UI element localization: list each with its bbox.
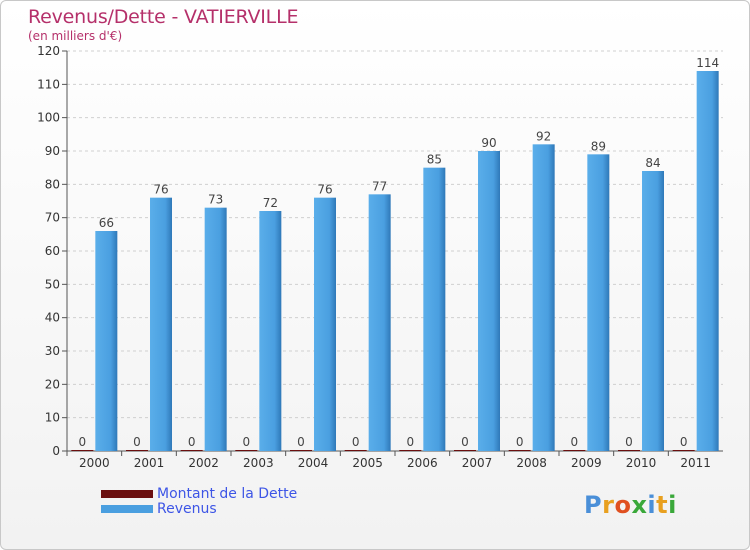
data-label-dette: 0	[133, 435, 141, 449]
bars	[71, 71, 719, 452]
bar-revenus	[532, 144, 555, 452]
chart-subtitle: (en milliers d'€)	[28, 29, 123, 43]
data-label-revenus: 76	[317, 183, 332, 197]
data-label-revenus: 85	[427, 153, 442, 167]
bar-dette	[126, 450, 148, 451]
data-label-revenus: 72	[263, 196, 278, 210]
bar-dette	[235, 450, 258, 451]
data-label-revenus: 73	[208, 193, 223, 207]
x-tick-label: 2008	[516, 456, 547, 470]
bar-dette	[618, 450, 640, 451]
data-label-dette: 0	[571, 435, 579, 449]
bar-revenus	[423, 167, 446, 451]
bar-revenus	[696, 71, 719, 451]
data-label-dette: 0	[461, 435, 469, 449]
bar-dette	[508, 450, 531, 451]
y-tick-label: 90	[45, 144, 60, 158]
legend-swatch-revenus	[101, 505, 153, 513]
y-tick-label: 80	[45, 177, 60, 191]
legend-swatch-dette	[101, 490, 153, 498]
x-tick-label: 2011	[680, 456, 711, 470]
data-label-revenus: 90	[481, 136, 496, 150]
bar-revenus	[478, 151, 500, 451]
data-labels: 0 66 0 76 0 73 0 72 0 76 0 77 0 85 0 90 0 92 0 89 0 84 0 114	[79, 56, 720, 449]
bar-dette	[290, 450, 312, 451]
bar-revenus	[204, 207, 227, 451]
logo-letter: o	[614, 491, 632, 519]
data-label-dette: 0	[680, 435, 688, 449]
data-label-dette: 0	[516, 435, 524, 449]
logo-letter: x	[631, 491, 648, 519]
data-label-revenus: 66	[99, 216, 114, 230]
x-tick-label: 2003	[243, 456, 274, 470]
logo-letter: t	[656, 491, 669, 519]
bar-revenus	[642, 171, 664, 451]
bar-revenus	[314, 197, 336, 451]
data-label-dette: 0	[625, 435, 633, 449]
bar-dette	[399, 450, 422, 451]
x-tick-label: 2005	[352, 456, 383, 470]
data-label-revenus: 84	[645, 156, 660, 170]
data-label-revenus: 89	[591, 139, 606, 153]
data-label-revenus: 76	[153, 183, 168, 197]
y-tick-label: 70	[45, 211, 60, 225]
x-tick-label: 2007	[462, 456, 493, 470]
logo-letter: r	[602, 491, 615, 519]
data-label-dette: 0	[188, 435, 196, 449]
legend-label-revenus: Revenus	[157, 501, 217, 517]
legend-label-dette: Montant de la Dette	[157, 486, 298, 502]
proxiti-logo: Proxiti	[584, 491, 677, 519]
logo-letter: i	[647, 491, 657, 519]
x-tick-label: 2009	[571, 456, 602, 470]
bar-dette	[454, 450, 476, 451]
bar-dette	[563, 450, 586, 451]
data-label-revenus: 114	[696, 56, 719, 70]
y-tick-label: 100	[37, 111, 60, 125]
bar-revenus	[150, 197, 172, 451]
x-tick-label: 2001	[134, 456, 165, 470]
data-label-dette: 0	[243, 435, 251, 449]
y-tick-label: 0	[52, 444, 60, 458]
x-tick-label: 2002	[188, 456, 219, 470]
data-label-revenus: 92	[536, 129, 551, 143]
y-tick-label: 20	[45, 377, 60, 391]
gridlines	[67, 50, 723, 452]
bar-revenus	[368, 194, 391, 452]
bar-dette	[180, 450, 203, 451]
y-tick-label: 120	[37, 44, 60, 58]
y-tick-label: 10	[45, 411, 60, 425]
data-label-revenus: 77	[372, 179, 387, 193]
bar-dette	[344, 450, 367, 451]
x-tick-label: 2004	[298, 456, 329, 470]
data-label-dette: 0	[352, 435, 360, 449]
x-tick-label: 2000	[79, 456, 110, 470]
data-label-dette: 0	[79, 435, 87, 449]
bar-revenus	[95, 231, 118, 451]
y-tick-label: 60	[45, 244, 60, 258]
y-tick-label: 50	[45, 277, 60, 291]
logo-letter: i	[668, 491, 677, 519]
logo-letter: P	[584, 491, 603, 519]
bar-revenus	[587, 154, 610, 452]
x-tick-label: 2006	[407, 456, 438, 470]
y-tick-label: 40	[45, 311, 60, 325]
y-tick-label: 30	[45, 344, 60, 358]
bar-dette	[672, 450, 695, 451]
data-label-dette: 0	[407, 435, 415, 449]
x-tick-label: 2010	[626, 456, 657, 470]
chart-title: Revenus/Dette - VATIERVILLE	[28, 6, 299, 28]
y-tick-label: 110	[37, 77, 60, 91]
bar-dette	[71, 450, 94, 451]
axes: 0 10 20 30 40 50 60 70 80 90 100 110 120 2000 2001 2002…	[37, 44, 723, 470]
bar-revenus	[259, 211, 282, 451]
data-label-dette: 0	[297, 435, 305, 449]
